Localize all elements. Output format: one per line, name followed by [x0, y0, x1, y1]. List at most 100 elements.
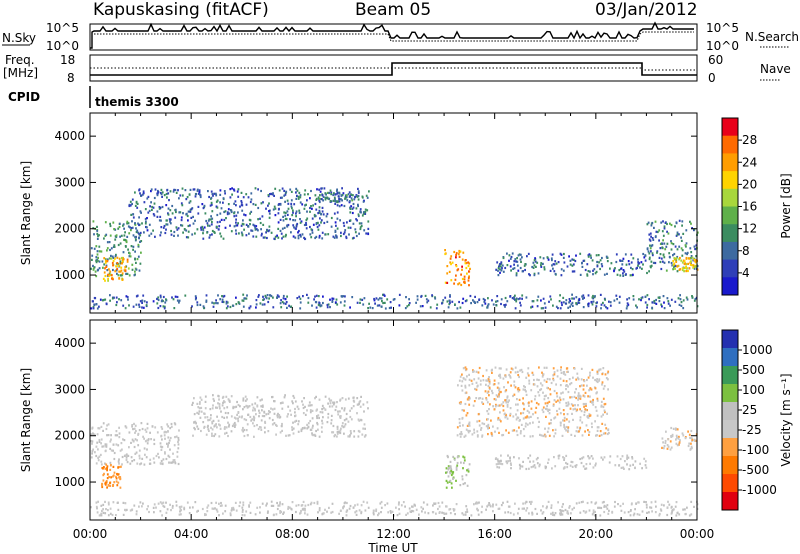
power-cell-3 [219, 193, 222, 196]
power-cell-5 [446, 272, 449, 275]
vel-cell-5 [487, 423, 490, 426]
power-cell-1 [104, 221, 107, 224]
power-cell-0 [311, 304, 313, 307]
power-cell-7 [664, 248, 667, 251]
power-cell-8 [693, 258, 696, 261]
power-cell-3 [199, 195, 202, 199]
power-cell-0 [373, 297, 375, 301]
vel-cell-5 [473, 378, 476, 381]
power-cell-0 [500, 302, 502, 306]
vel-cell-6 [585, 463, 588, 466]
power-cell-6 [508, 254, 511, 257]
vel-cell-3 [343, 407, 346, 410]
vel-cell-3 [343, 419, 346, 422]
power-cell-1 [115, 234, 118, 237]
vel-cell-6 [629, 464, 632, 467]
vel-cell-0 [234, 501, 237, 504]
power-cell-3 [142, 192, 145, 195]
vel-cell-0 [102, 511, 105, 514]
vel-cell-5 [504, 416, 507, 419]
power-cell-6 [552, 263, 555, 266]
power-cell-3 [248, 232, 250, 235]
power-cell-1 [114, 235, 117, 238]
power-cell-3 [202, 232, 204, 235]
power-cell-3 [310, 189, 312, 193]
vel-cell-3 [357, 403, 360, 406]
power-cell-0 [482, 297, 485, 301]
power-cell-0 [322, 301, 324, 305]
vel-cell-1 [137, 432, 140, 435]
vel-cell-5 [595, 434, 597, 437]
vel-cell-3 [198, 407, 201, 410]
power-cell-0 [299, 301, 302, 304]
vel-cell-3 [212, 404, 214, 407]
vel-cell-0 [266, 511, 269, 514]
vel-cell-3 [281, 422, 283, 426]
power-cell-3 [145, 225, 147, 229]
power-cell-3 [216, 225, 218, 229]
power-cell-6 [644, 254, 647, 257]
power-cell-7 [665, 269, 668, 272]
power-cell-7 [693, 228, 696, 231]
vel-cell-3 [329, 402, 332, 405]
power-cell-3 [326, 220, 329, 223]
vel-cell-5 [527, 367, 530, 370]
power-cell-0 [196, 303, 199, 307]
vel-cell-0 [643, 500, 645, 503]
vel-cell-3 [327, 412, 330, 416]
power-cell-0 [126, 296, 129, 299]
power-cell-3 [213, 192, 216, 195]
power-cell-3 [262, 236, 265, 239]
vel-cell-5 [475, 388, 478, 391]
power-cell-3 [254, 228, 257, 231]
power-cell-7 [696, 265, 699, 268]
power-cell-1 [125, 272, 127, 275]
power-cell-3 [336, 204, 339, 207]
velocity-colorbar-swatch-7 [722, 456, 738, 475]
power-cell-3 [129, 200, 132, 203]
vel-cell-1 [150, 438, 152, 441]
vel-cell-5 [485, 397, 488, 400]
vel-cell-1 [109, 440, 112, 443]
power-cell-0 [178, 301, 180, 304]
vel-cell-0 [418, 513, 420, 516]
power-cell-1 [123, 227, 125, 230]
power-cell-6 [560, 268, 563, 271]
power-colorbar-label-0: 28 [742, 133, 757, 147]
power-cell-3 [158, 219, 161, 222]
power-cell-3 [284, 235, 287, 238]
vel-cell-0 [330, 511, 333, 514]
vel-cell-6 [536, 456, 539, 460]
vel-cell-4 [462, 467, 464, 470]
vel-cell-5 [482, 379, 485, 382]
vel-cell-0 [635, 502, 638, 505]
vel-cell-0 [216, 510, 219, 513]
power-cell-3 [140, 211, 142, 214]
vel-cell-1 [152, 457, 155, 460]
vel-cell-1 [135, 451, 138, 454]
vel-cell-5 [523, 385, 525, 388]
vel-cell-0 [406, 512, 409, 515]
power-cell-5 [444, 281, 447, 284]
power-cell-3 [339, 219, 341, 222]
power-cell-0 [257, 295, 260, 298]
vel-cell-0 [348, 507, 351, 510]
power-cell-3 [291, 207, 293, 210]
power-cell-7 [668, 252, 671, 255]
vel-cell-3 [349, 415, 352, 419]
power-cell-6 [566, 265, 569, 268]
power-cell-3 [357, 213, 360, 216]
power-cell-3 [282, 235, 285, 238]
vel-cell-2 [106, 473, 109, 476]
power-cell-0 [331, 297, 334, 300]
power-cell-3 [182, 231, 184, 234]
vel-cell-7 [662, 441, 664, 444]
power-cell-3 [237, 195, 240, 198]
vel-cell-0 [349, 504, 352, 508]
power-cell-3 [364, 212, 367, 215]
power-cell-1 [104, 258, 107, 261]
power-cell-0 [157, 306, 160, 310]
vel-cell-3 [294, 400, 297, 403]
power-cell-0 [255, 303, 258, 306]
power-cell-1 [93, 266, 96, 269]
